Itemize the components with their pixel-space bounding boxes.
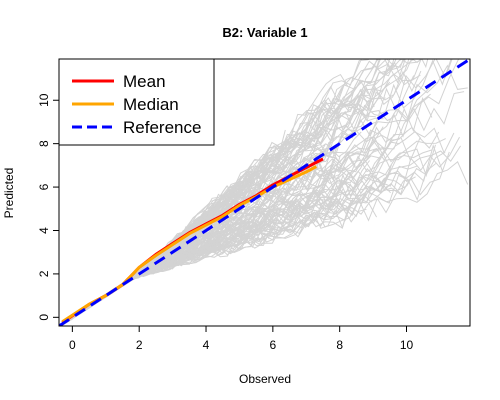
background-trajectories — [61, 59, 469, 326]
y-tick-label: 6 — [37, 183, 51, 190]
x-tick-label: 4 — [203, 338, 210, 352]
x-tick-label: 2 — [136, 338, 143, 352]
series-lines — [59, 59, 470, 326]
x-tick-label: 6 — [270, 338, 277, 352]
x-axis: 0 2 4 6 8 10 — [69, 326, 414, 352]
y-tick-label: 2 — [37, 270, 51, 277]
legend-label-mean: Mean — [123, 72, 166, 91]
x-tick-label: 8 — [336, 338, 343, 352]
chart-title: B2: Variable 1 — [222, 25, 307, 40]
y-axis: 0 2 4 6 8 10 — [37, 93, 59, 321]
legend: Mean Median Reference — [58, 58, 215, 146]
y-tick-label: 0 — [37, 314, 51, 321]
plot-area-frame — [58, 58, 471, 327]
y-tick-label: 4 — [37, 227, 51, 234]
y-tick-label: 8 — [37, 140, 51, 147]
x-tick-label: 0 — [69, 338, 76, 352]
x-tick-label: 10 — [400, 338, 414, 352]
series-line-reference — [59, 59, 470, 326]
legend-label-reference: Reference — [123, 118, 201, 137]
y-axis-title: Predicted — [2, 168, 16, 219]
x-axis-title: Observed — [239, 372, 291, 386]
legend-box — [58, 58, 215, 146]
background-trajectory-line — [61, 211, 297, 324]
background-trajectory-line — [62, 59, 381, 324]
legend-label-median: Median — [123, 95, 179, 114]
background-trajectory-line — [62, 59, 404, 325]
y-tick-label: 10 — [37, 93, 51, 107]
